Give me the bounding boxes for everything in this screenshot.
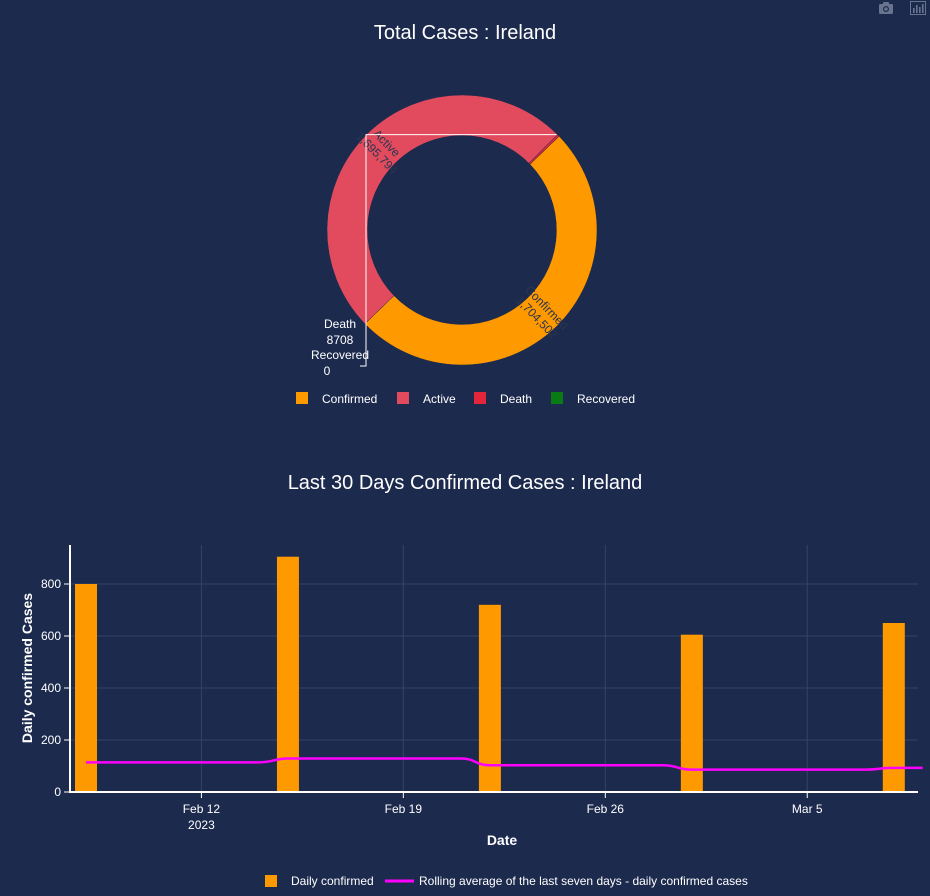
legend-swatch: [551, 392, 563, 404]
legend-swatch: [474, 392, 486, 404]
bar-chart-icon[interactable]: [908, 0, 928, 16]
legend-swatch: [265, 875, 277, 887]
outside-label-recovered: Recovered: [311, 348, 369, 362]
legend-label: Confirmed: [322, 392, 377, 406]
legend-item-death[interactable]: Death: [474, 392, 532, 406]
outside-value-recovered: 0: [324, 364, 331, 378]
legend-label: Recovered: [577, 392, 635, 406]
bar-chart-legend: Daily confirmed Rolling average of the la…: [265, 874, 748, 888]
y-axis-title: Daily confirmed Cases: [19, 593, 35, 743]
y-tick-label: 0: [54, 785, 61, 799]
legend-item-rolling-average[interactable]: Rolling average of the last seven days -…: [385, 874, 748, 888]
bar-2023-02-15[interactable]: [276, 556, 299, 792]
x-tick-label: Feb 26: [587, 802, 625, 816]
bar-2023-02-22[interactable]: [478, 604, 501, 792]
bar-2023-03-08[interactable]: [882, 623, 905, 792]
y-tick-label: 400: [41, 681, 61, 695]
y-tick-label: 800: [41, 577, 61, 591]
x-tick-label: Feb 12: [183, 802, 221, 816]
legend-item-confirmed[interactable]: Confirmed: [296, 392, 377, 406]
slice-confirmed[interactable]: [364, 135, 598, 366]
outside-value-death: 8708: [327, 333, 354, 347]
donut-legend: Confirmed Active Death Recovered: [296, 392, 635, 406]
plot-modebar: [876, 0, 930, 16]
x-tick-label: Mar 5: [792, 802, 823, 816]
x-axis-title: Date: [487, 832, 518, 848]
legend-label: Death: [500, 392, 532, 406]
y-tick-label: 200: [41, 733, 61, 747]
bar-chart-title: Last 30 Days Confirmed Cases : Ireland: [287, 472, 643, 494]
outside-label-death: Death: [324, 317, 356, 331]
x-tick-sublabel: 2023: [188, 818, 215, 832]
grid-lines: [70, 545, 918, 792]
legend-item-daily-confirmed[interactable]: Daily confirmed: [265, 874, 374, 888]
legend-swatch: [296, 392, 308, 404]
bar-2023-02-08[interactable]: [75, 584, 97, 792]
outside-label-leader: [360, 134, 557, 367]
slice-active[interactable]: [326, 94, 558, 325]
donut-chart: Confirmed1,704,502Active1,695,794Death87…: [296, 94, 635, 406]
donut-chart-title: Total Cases : Ireland: [373, 22, 557, 44]
slice-death[interactable]: [528, 134, 560, 165]
legend-item-active[interactable]: Active: [397, 392, 456, 406]
camera-icon[interactable]: [876, 0, 896, 16]
x-tick-label: Feb 19: [385, 802, 423, 816]
rolling-average-line[interactable]: [85, 757, 923, 771]
legend-label: Active: [423, 392, 456, 406]
legend-swatch: [397, 392, 409, 404]
bar-2023-03-01[interactable]: [680, 634, 703, 792]
legend-label: Rolling average of the last seven days -…: [419, 874, 748, 888]
legend-label: Daily confirmed: [291, 874, 374, 888]
legend-item-recovered[interactable]: Recovered: [551, 392, 635, 406]
y-tick-label: 600: [41, 629, 61, 643]
